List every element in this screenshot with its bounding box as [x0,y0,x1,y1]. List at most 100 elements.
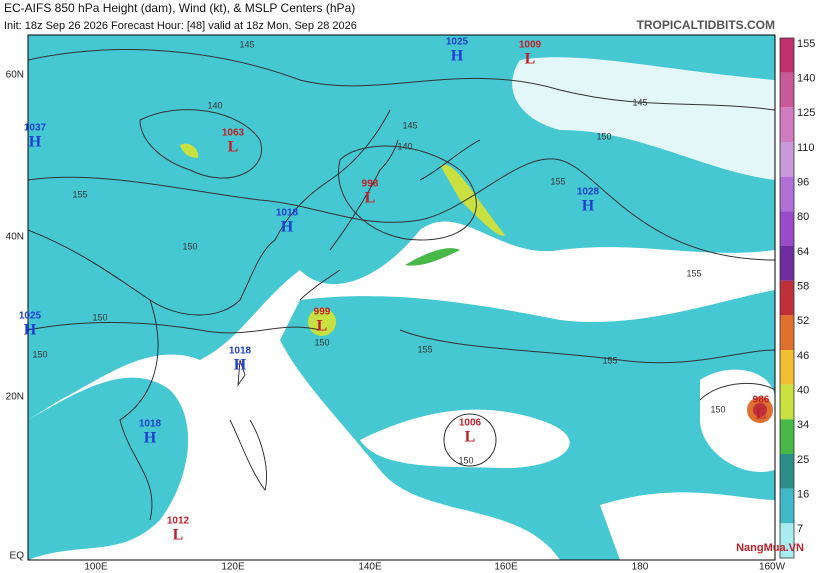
colorbar-label: 58 [797,281,809,293]
colorbar-frame [779,37,795,559]
pressure-value: 1009 [519,40,542,51]
colorbar-swatch [780,246,794,281]
contour-label: 145 [632,97,647,107]
colorbar-label: 7 [797,523,803,535]
pressure-value: 1063 [222,128,245,139]
colorbar-swatch [780,315,794,350]
contour-label: 155 [602,355,617,365]
latitude-label: 20N [6,392,24,403]
colorbar-swatch [780,523,794,558]
colorbar-label: 25 [797,454,809,466]
contour-label: 150 [32,349,47,359]
coastlines [28,109,481,521]
subtitle: Init: 18z Sep 26 2026 Forecast Hour: [48… [4,20,357,32]
colorbar-swatch [780,107,794,142]
pressure-center-symbol: L [365,190,376,207]
pressure-center-symbol: H [29,134,42,151]
title: EC-AIFS 850 hPa Height (dam), Wind (kt),… [4,1,355,15]
pressure-value: 1018 [276,208,299,219]
pressure-value: 998 [362,179,379,190]
pressure-value: 1037 [24,123,47,134]
map-field [28,35,775,560]
colorbar-label: 40 [797,385,809,397]
contour-label: 140 [207,100,222,110]
pressure-center-symbol: L [756,406,767,423]
pressure-value: 999 [314,307,331,318]
contour-label: 155 [72,189,87,199]
contour-label: 140 [397,141,412,151]
pressure-value: 1025 [19,311,42,322]
watermark: NangMua.VN [736,542,804,554]
pressure-value: 1006 [459,418,482,429]
contour-label: 155 [686,268,701,278]
colorbar-swatch [780,488,794,524]
colorbar-label: 80 [797,211,809,223]
colorbar-swatch [780,384,794,420]
cyclone-core [753,403,767,417]
pressure-center-symbol: H [281,219,294,236]
colorbar-label: 125 [797,107,815,119]
calm-area [360,409,570,469]
longitude-label: 100E [84,562,108,573]
pressure-center-symbol: H [451,48,464,65]
site-credit: TROPICALTIDBITS.COM [637,18,775,32]
calm-area [512,57,775,180]
colorbar-swatch [780,419,794,454]
pressure-center-symbol: L [173,527,184,544]
pressure-value: 1028 [577,187,600,198]
longitude-label: 160E [494,562,518,573]
colorbar-label: 16 [797,489,809,501]
height-contours [28,49,775,467]
colorbar-swatch [780,211,794,246]
colorbar-swatch [780,72,794,108]
contour-label: 150 [92,312,107,322]
contour-label: 150 [458,455,473,465]
colorbar-swatch [780,176,794,212]
longitude-label: 180 [632,562,649,573]
colorbar-label: 140 [797,73,815,85]
latitude-label: 60N [6,70,24,81]
contour-label: 145 [402,120,417,130]
colorbar-label: 34 [797,419,809,431]
pressure-center-symbol: L [465,429,476,446]
colorbar-label: 96 [797,177,809,189]
colorbar-label: 155 [797,38,815,50]
colorbar-swatch [780,38,794,73]
pressure-value: 986 [753,395,770,406]
colorbar-swatch [780,142,794,177]
contour-label: 155 [417,344,432,354]
wind-jet [405,248,460,266]
wind-jet [440,164,505,236]
latitude-label: EQ [10,551,25,562]
colorbar-swatch [780,280,794,316]
longitude-label: 140E [358,562,382,573]
pressure-center-symbol: L [525,51,536,68]
pressure-value: 1018 [139,419,162,430]
wind-jet [180,143,199,158]
calm-area [600,492,775,560]
colorbar-swatch [780,454,794,489]
pressure-center-symbol: H [24,322,37,339]
colorbar-label: 64 [797,246,809,258]
colorbar-label: 46 [797,350,809,362]
contour-label: 150 [314,337,329,347]
pressure-value: 1018 [229,346,252,357]
latitude-label: 40N [6,232,24,243]
colorbar-swatch [780,350,794,385]
pressure-value: 1025 [446,37,469,48]
contour-label: 145 [239,39,254,49]
longitude-label: 160W [759,562,786,573]
plot-frame [27,34,776,561]
colorbar-label: 110 [797,142,815,154]
colorbar-label: 52 [797,315,809,327]
pressure-center-symbol: H [144,430,157,447]
pressure-center-symbol: H [234,357,247,374]
contour-label: 150 [182,241,197,251]
pressure-center-symbol: H [582,198,595,215]
contour-label: 155 [550,176,565,186]
pressure-center-symbol: L [228,139,239,156]
contour-label: 150 [596,131,611,141]
longitude-label: 120E [221,562,245,573]
pressure-center-symbol: L [317,318,328,335]
